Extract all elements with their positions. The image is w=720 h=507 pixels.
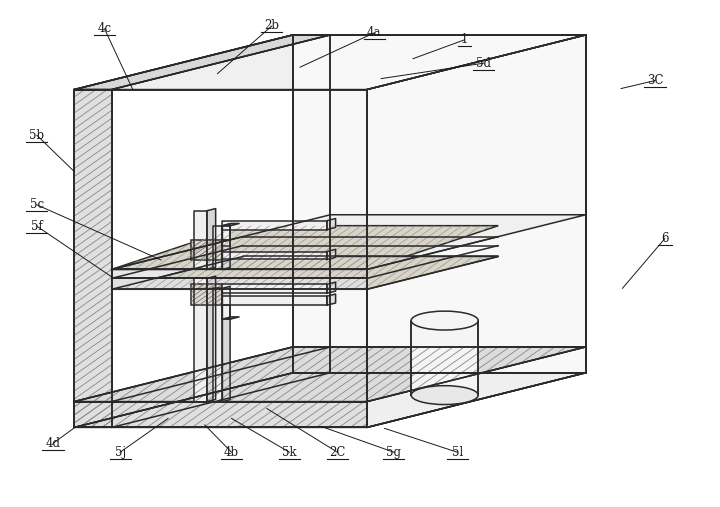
Text: 5j: 5j (114, 446, 126, 459)
Polygon shape (327, 294, 336, 305)
Polygon shape (327, 249, 336, 260)
Polygon shape (367, 35, 586, 427)
Polygon shape (74, 373, 586, 427)
Polygon shape (327, 282, 336, 293)
Polygon shape (74, 35, 330, 90)
Polygon shape (74, 90, 112, 427)
Text: 3C: 3C (647, 74, 663, 87)
Polygon shape (222, 286, 230, 402)
Polygon shape (112, 215, 586, 269)
Text: 5f: 5f (31, 220, 42, 233)
Polygon shape (74, 347, 586, 402)
Polygon shape (411, 320, 478, 395)
Text: 5b: 5b (30, 129, 45, 142)
Polygon shape (222, 284, 327, 293)
Polygon shape (212, 288, 222, 402)
Polygon shape (212, 226, 222, 269)
Polygon shape (112, 226, 498, 269)
Text: 5l: 5l (451, 446, 463, 459)
Text: 6: 6 (661, 232, 669, 245)
Text: 4c: 4c (97, 22, 112, 35)
Polygon shape (222, 224, 239, 226)
Ellipse shape (411, 386, 478, 405)
Polygon shape (222, 226, 230, 240)
Polygon shape (327, 219, 336, 230)
Polygon shape (112, 269, 367, 278)
Text: 1: 1 (461, 33, 468, 46)
Text: 4b: 4b (224, 446, 239, 459)
Text: 5d: 5d (476, 57, 491, 69)
Ellipse shape (411, 311, 478, 330)
Polygon shape (207, 208, 215, 269)
Polygon shape (194, 278, 207, 402)
Polygon shape (191, 284, 222, 305)
Text: 4d: 4d (45, 437, 60, 450)
Polygon shape (74, 402, 367, 427)
Polygon shape (112, 278, 367, 289)
Polygon shape (191, 240, 222, 261)
Polygon shape (222, 251, 327, 260)
Polygon shape (222, 221, 327, 230)
Polygon shape (194, 211, 207, 269)
Polygon shape (222, 224, 230, 269)
Polygon shape (222, 296, 327, 305)
Polygon shape (222, 305, 230, 319)
Polygon shape (74, 35, 586, 90)
Text: 5c: 5c (30, 198, 44, 211)
Text: 5g: 5g (387, 446, 401, 459)
Polygon shape (207, 276, 215, 402)
Text: 2C: 2C (329, 446, 346, 459)
Polygon shape (222, 317, 239, 319)
Polygon shape (222, 240, 230, 245)
Text: 2b: 2b (264, 19, 279, 32)
Text: 4a: 4a (367, 26, 382, 40)
Text: 5k: 5k (282, 446, 297, 459)
Polygon shape (112, 257, 498, 289)
Polygon shape (293, 35, 586, 373)
